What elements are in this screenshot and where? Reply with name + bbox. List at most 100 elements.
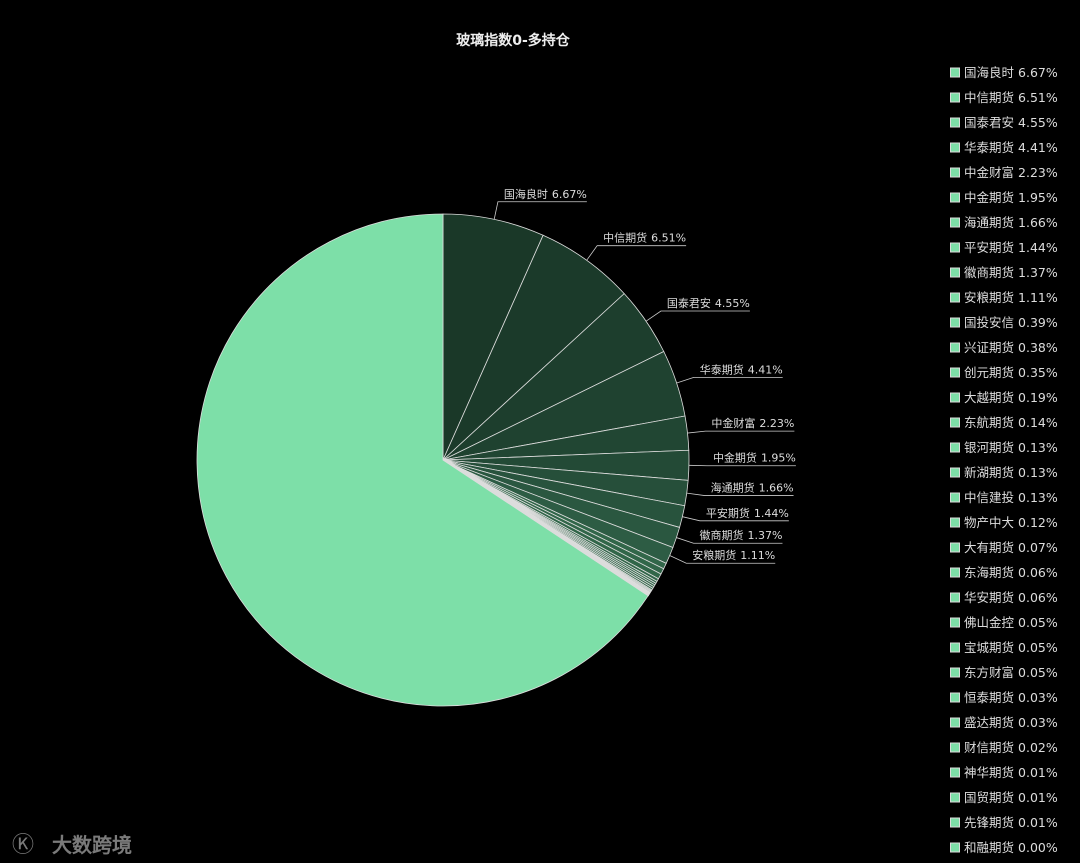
legend-value: 2.23% (1018, 165, 1058, 180)
legend-swatch (950, 192, 960, 203)
legend-value: 0.13% (1018, 465, 1058, 480)
slice-label-text: 华泰期货 4.41% (700, 362, 783, 376)
legend-label: 佛山金控 0.05% (964, 615, 1058, 630)
slice-label-value: 6.67% (552, 188, 587, 201)
legend-item: 银河期货 0.13% (950, 440, 1058, 455)
slice-label-text: 海通期货 1.66% (711, 481, 794, 495)
legend-name: 兴证期货 (964, 340, 1014, 355)
legend-value: 0.06% (1018, 590, 1058, 605)
slice-label: 中金期货 1.95% (688, 451, 796, 467)
leader-line (676, 376, 783, 384)
legend-name: 物产中大 (964, 515, 1014, 530)
legend-item: 国海良时 6.67% (950, 65, 1058, 80)
legend-name: 佛山金控 (964, 615, 1015, 630)
legend-label: 大有期货 0.07% (964, 540, 1058, 555)
legend-swatch (950, 117, 960, 128)
legend-name: 平安期货 (964, 240, 1014, 255)
slice-label-value: 1.11% (740, 549, 775, 562)
legend-name: 神华期货 (964, 765, 1014, 780)
legend-item: 恒泰期货 0.03% (950, 690, 1058, 705)
legend-item: 大越期货 0.19% (950, 390, 1058, 405)
legend-item: 东方财富 0.05% (950, 665, 1058, 680)
legend-label: 新湖期货 0.13% (964, 465, 1058, 480)
legend-name: 中金财富 (964, 165, 1014, 180)
leader-line (686, 492, 794, 496)
leader-line (586, 245, 687, 261)
legend-name: 华泰期货 (964, 140, 1014, 155)
legend-value: 1.95% (1018, 190, 1058, 205)
slice-label: 安粮期货 1.11% (669, 548, 776, 564)
slice-label: 中金财富 2.23% (687, 416, 795, 434)
legend-label: 华泰期货 4.41% (964, 140, 1058, 155)
legend-value: 0.01% (1018, 765, 1058, 780)
slice-label-value: 1.37% (748, 529, 783, 542)
legend-swatch (950, 692, 960, 703)
legend-value: 0.13% (1018, 490, 1058, 505)
legend-swatch (950, 467, 960, 478)
legend-value: 0.03% (1018, 715, 1058, 730)
legend-swatch (950, 242, 960, 253)
legend-value: 0.38% (1018, 340, 1058, 355)
legend-label: 财信期货 0.02% (964, 740, 1058, 755)
legend-name: 创元期货 (964, 365, 1014, 380)
slice-label-value: 1.66% (759, 482, 794, 495)
legend-item: 先锋期货 0.01% (950, 815, 1058, 830)
legend-value: 1.44% (1018, 240, 1058, 255)
legend-swatch (950, 567, 960, 578)
legend-label: 和融期货 0.00% (964, 840, 1058, 855)
legend-swatch (950, 767, 960, 778)
legend-swatch (950, 667, 960, 678)
legend-item: 佛山金控 0.05% (950, 615, 1058, 630)
legend-item: 国贸期货 0.01% (950, 790, 1058, 805)
legend-swatch (950, 217, 960, 228)
slice-label: 中信期货 6.51% (586, 231, 687, 261)
legend-name: 大越期货 (964, 390, 1014, 405)
legend-swatch (950, 642, 960, 653)
slice-label-name: 中金期货 (713, 451, 757, 465)
legend-name: 宝城期货 (964, 640, 1014, 655)
legend-swatch (950, 742, 960, 753)
legend-label: 中金财富 2.23% (964, 165, 1058, 180)
slice-label-text: 徽商期货 1.37% (700, 528, 783, 542)
leader-line (687, 430, 795, 434)
legend-swatch (950, 367, 960, 378)
legend-label: 平安期货 1.44% (964, 240, 1058, 255)
legend-label: 物产中大 0.12% (964, 515, 1058, 530)
legend-label: 中信期货 6.51% (964, 90, 1058, 105)
legend-label: 神华期货 0.01% (964, 765, 1058, 780)
legend-label: 东航期货 0.14% (964, 415, 1058, 430)
legend-label: 东方财富 0.05% (964, 665, 1058, 680)
slice-label-text: 中信期货 6.51% (603, 231, 686, 245)
legend-swatch (950, 67, 960, 78)
legend-swatch (950, 342, 960, 353)
legend-item: 安粮期货 1.11% (950, 290, 1058, 305)
slice-label-name: 安粮期货 (692, 548, 736, 562)
legend-value: 0.12% (1018, 515, 1058, 530)
legend-swatch (950, 442, 960, 453)
legend-swatch (950, 817, 960, 828)
legend-item: 东航期货 0.14% (950, 415, 1058, 430)
legend-item: 徽商期货 1.37% (950, 265, 1058, 280)
legend-name: 中信期货 (964, 90, 1014, 105)
slice-label-name: 国泰君安 (667, 296, 711, 310)
slice-label: 国海良时 6.67% (493, 187, 587, 220)
legend-name: 恒泰期货 (964, 690, 1014, 705)
legend-value: 1.11% (1018, 290, 1058, 305)
legend-label: 先锋期货 0.01% (964, 815, 1058, 830)
slice-label-name: 海通期货 (711, 481, 755, 495)
legend-item: 中信期货 6.51% (950, 90, 1058, 105)
legend-value: 0.01% (1018, 790, 1058, 805)
legend-value: 0.00% (1018, 840, 1058, 855)
legend-value: 0.03% (1018, 690, 1058, 705)
legend-swatch (950, 392, 960, 403)
slice-label-name: 平安期货 (706, 506, 750, 520)
legend-label: 盛达期货 0.03% (964, 715, 1058, 730)
legend-value: 6.51% (1018, 90, 1058, 105)
legend-value: 1.66% (1018, 215, 1058, 230)
leader-line (493, 201, 587, 220)
legend-value: 0.05% (1018, 665, 1058, 680)
legend-name: 国泰君安 (964, 115, 1014, 130)
legend-item: 盛达期货 0.03% (950, 715, 1058, 730)
legend-item: 东海期货 0.06% (950, 565, 1058, 580)
